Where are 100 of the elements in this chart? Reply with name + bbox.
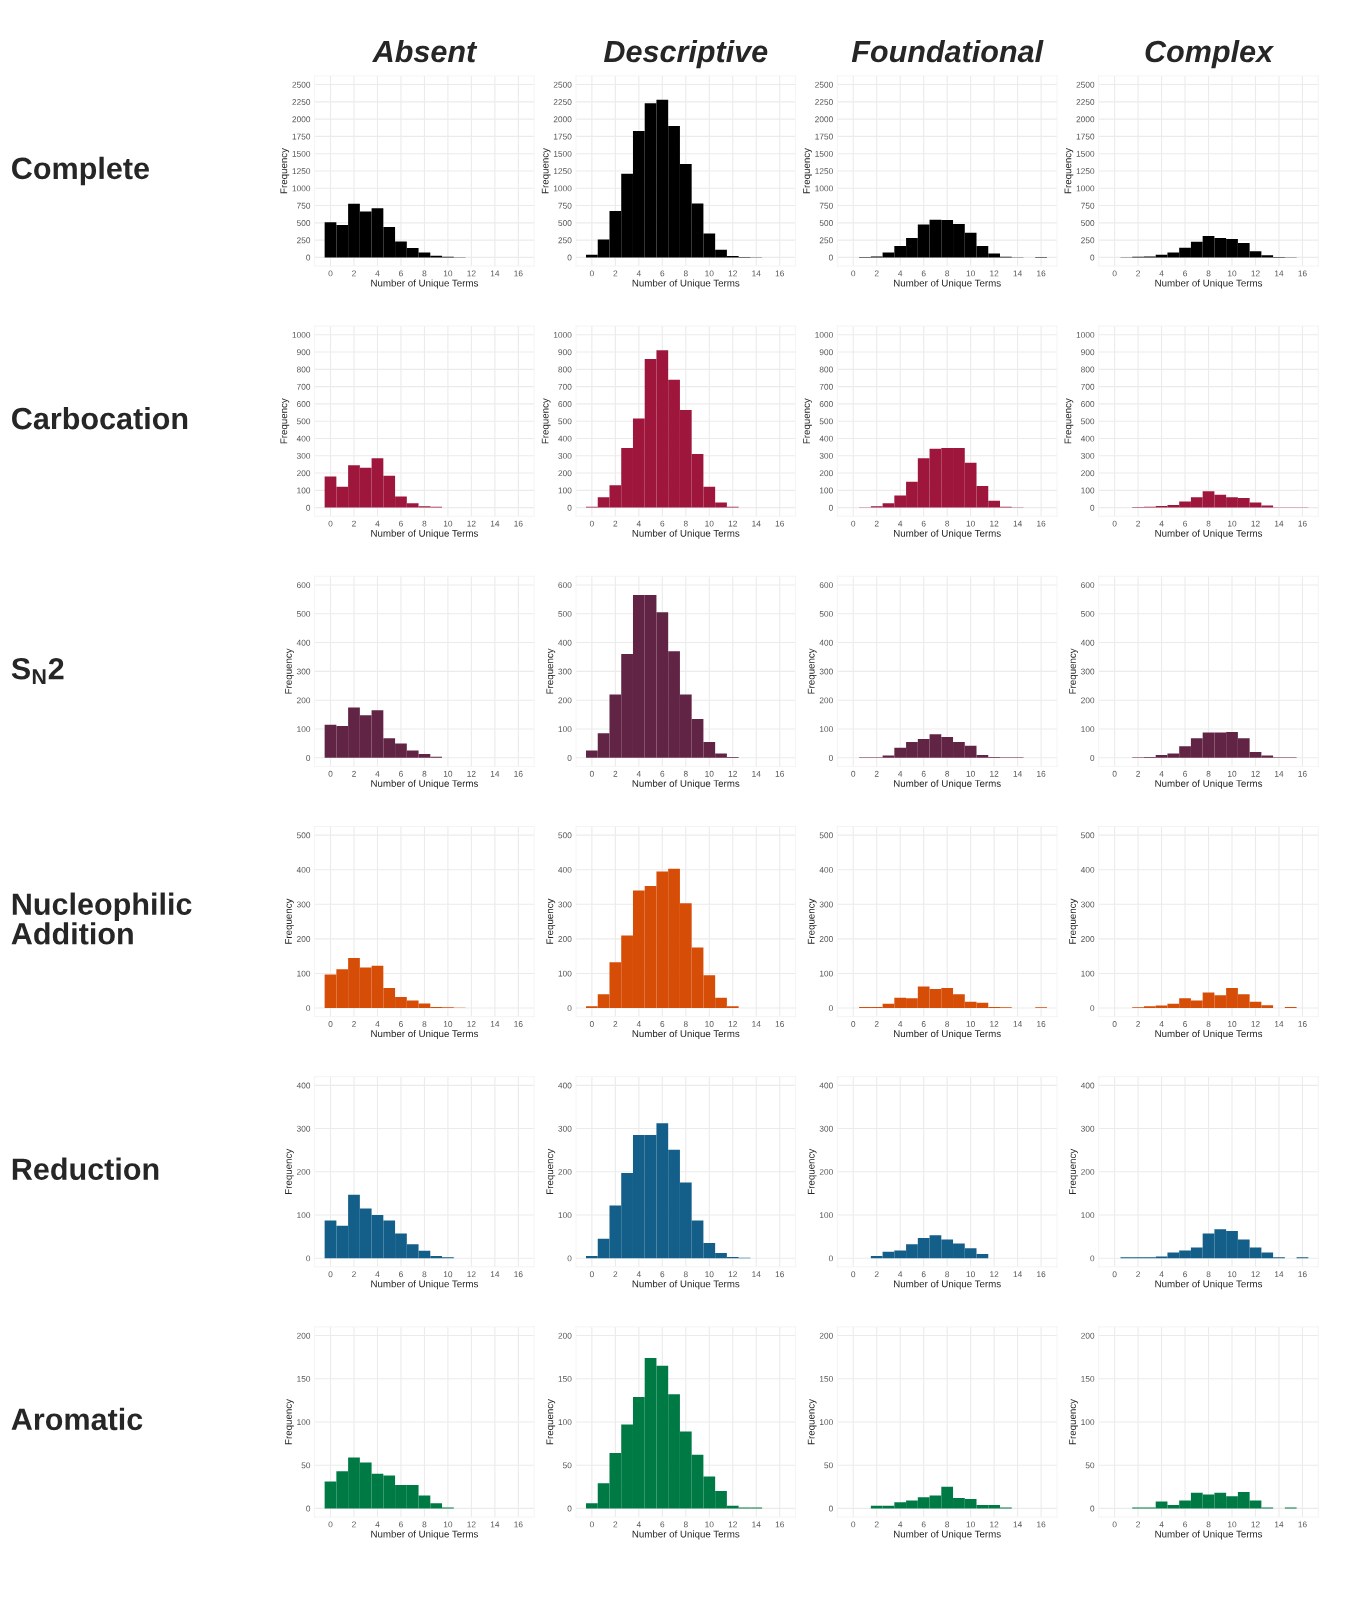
x-axis-title: Number of Unique Terms [371,279,479,289]
y-tick-label: 500 [819,610,833,617]
y-tick-label: 200 [558,936,572,942]
y-tick-label: 300 [1081,901,1095,908]
x-tick-label: 8 [945,520,950,527]
x-tick-label: 6 [1183,1021,1188,1027]
y-tick-label: 400 [296,435,311,442]
x-tick-label: 16 [775,270,784,277]
y-tick-label: 200 [558,470,572,477]
x-tick-label: 0 [1112,270,1117,277]
x-tick-label: 6 [399,1021,403,1027]
x-axis-title: Number of Unique Terms [894,529,1001,539]
x-tick-label: 6 [1183,1271,1188,1278]
x-tick-label: 12 [467,1021,476,1027]
x-tick-label: 0 [1112,770,1117,777]
x-tick-label: 6 [399,770,403,777]
x-axis-title: Number of Unique Terms [371,779,479,789]
y-tick-label: 500 [819,220,833,226]
y-tick-label: 200 [1081,1332,1095,1339]
y-tick-label: 100 [819,1419,833,1426]
x-tick-label: 2 [352,1021,356,1027]
x-tick-label: 0 [1112,1271,1117,1278]
y-axis-title: Frequency [1069,1399,1078,1445]
x-tick-label: 0 [589,1271,594,1278]
y-tick-label: 100 [558,487,572,494]
y-axis-title: Frequency [807,898,817,944]
x-tick-label: 16 [514,1521,523,1528]
x-tick-label: 0 [851,270,856,277]
x-axis-title: Number of Unique Terms [1155,1029,1263,1040]
y-tick-label: 100 [297,726,311,733]
y-tick-label: 200 [819,697,833,704]
y-tick-label: 300 [296,452,311,459]
chart-title: Absent [372,39,478,63]
x-axis-title: Number of Unique Terms [894,279,1001,289]
x-tick-label: 8 [1206,1521,1211,1528]
x-tick-label: 12 [467,270,476,277]
y-tick-label: 100 [819,487,833,494]
x-tick-label: 14 [1013,1021,1022,1027]
x-tick-label: 16 [514,770,523,777]
y-tick-label: 300 [558,901,572,908]
x-tick-label: 16 [514,520,523,527]
y-tick-label: 700 [819,383,833,390]
y-tick-label: 400 [819,435,833,442]
y-tick-label: 400 [558,639,572,646]
x-tick-label: 2 [352,1521,356,1528]
x-tick-label: 14 [490,520,500,527]
y-tick-label: 100 [558,970,572,977]
x-tick-label: 6 [660,1271,665,1278]
x-tick-label: 10 [1228,770,1237,777]
y-axis-title: Frequency [285,648,294,694]
y-tick-label: 600 [297,582,311,589]
x-tick-label: 10 [443,1521,453,1528]
x-tick-label: 12 [990,770,999,777]
y-axis-title: Frequency [807,1148,817,1194]
y-tick-label: 400 [558,435,572,442]
y-tick-label: 200 [819,1332,833,1339]
y-tick-label: 2500 [1076,81,1095,88]
y-tick-label: 100 [297,1419,311,1426]
x-tick-label: 8 [945,1021,950,1027]
x-tick-label: 16 [775,770,784,777]
y-tick-label: 1000 [292,185,311,192]
x-tick-label: 12 [1251,1021,1260,1027]
y-tick-label: 250 [1081,237,1095,244]
x-tick-label: 6 [921,270,926,277]
x-tick-label: 12 [990,1021,999,1027]
y-tick-label: 1500 [292,150,311,157]
y-tick-label: 500 [296,220,311,226]
y-tick-label: 300 [819,1125,833,1132]
x-tick-label: 10 [705,770,714,777]
y-tick-label: 200 [558,1332,572,1339]
x-tick-label: 6 [1183,270,1188,277]
x-axis-title: Number of Unique Terms [894,1029,1001,1040]
y-tick-label: 500 [558,220,572,226]
x-tick-label: 4 [1159,1021,1164,1027]
y-tick-label: 0 [1090,1255,1095,1262]
x-tick-label: 14 [752,1521,761,1528]
x-tick-label: 2 [1136,1021,1140,1027]
x-tick-label: 8 [1206,270,1211,277]
y-tick-label: 400 [296,866,311,873]
y-tick-label: 500 [296,418,311,425]
x-tick-label: 12 [728,770,737,777]
x-tick-label: 16 [1298,770,1307,777]
y-tick-label: 500 [558,418,572,425]
x-tick-label: 8 [1206,1271,1211,1278]
x-tick-label: 4 [636,520,641,527]
y-tick-label: 500 [819,418,833,425]
y-axis-title: Frequency [1069,648,1078,694]
y-tick-label: 150 [1081,1375,1095,1382]
x-tick-label: 2 [1136,1521,1140,1528]
x-tick-label: 14 [1274,520,1284,527]
x-tick-label: 0 [589,1021,594,1027]
y-tick-label: 50 [824,1462,833,1469]
x-tick-label: 16 [514,1021,523,1027]
x-tick-label: 10 [705,270,714,277]
y-tick-label: 300 [296,668,311,675]
y-tick-label: 100 [819,970,833,977]
y-tick-label: 1000 [292,331,311,338]
y-tick-label: 2500 [815,81,833,88]
x-tick-label: 0 [1112,1521,1117,1528]
y-tick-label: 50 [301,1462,311,1469]
